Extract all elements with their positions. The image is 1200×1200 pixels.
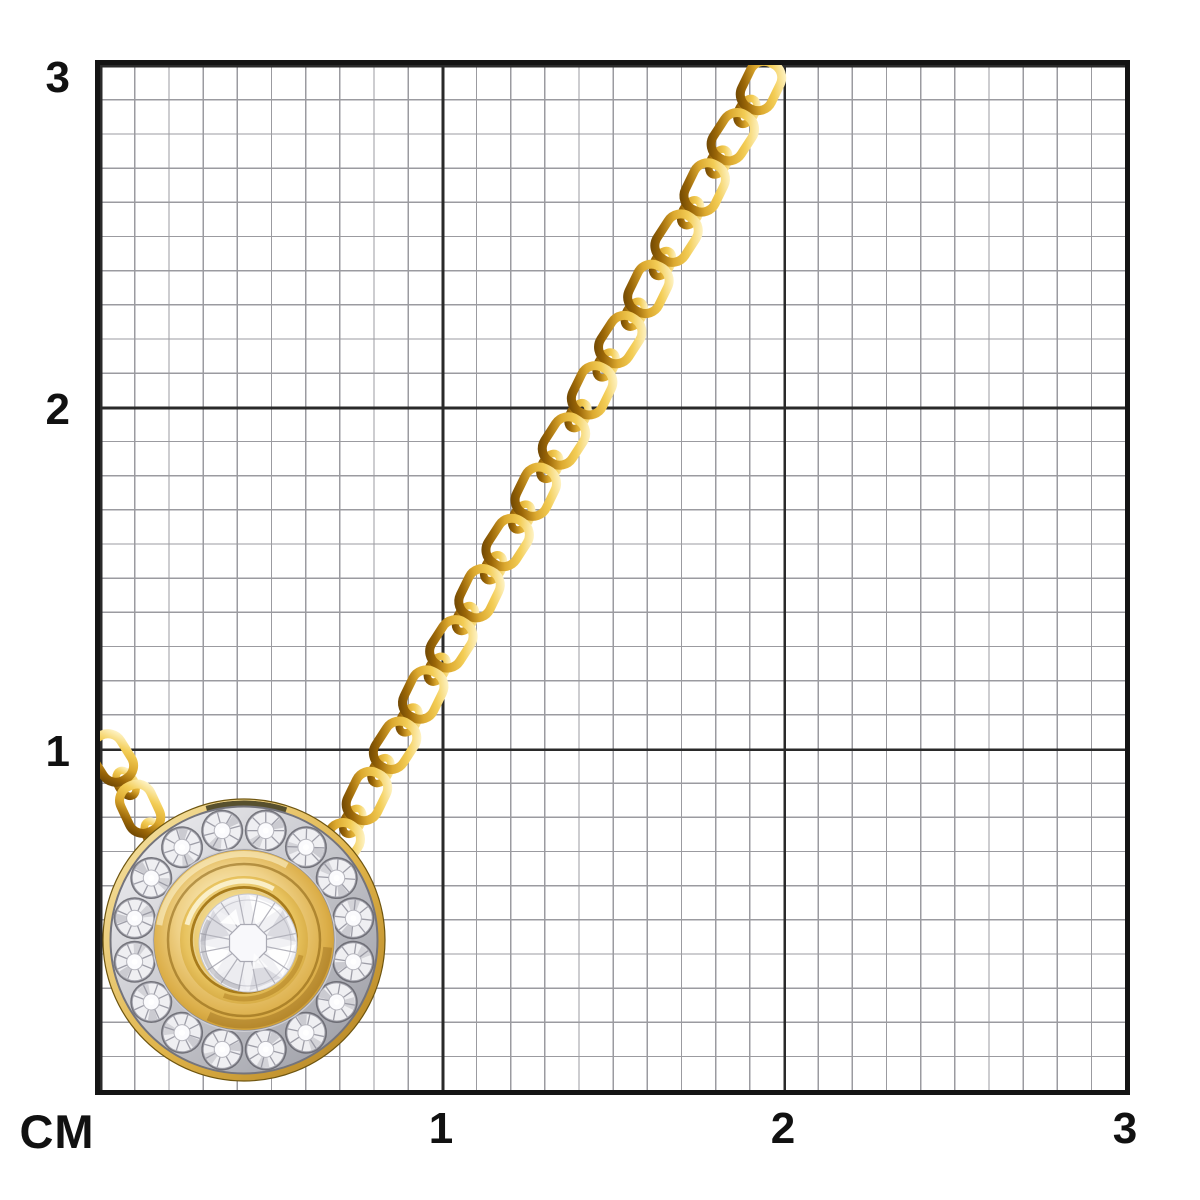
unit-label-cm: CM — [19, 1105, 95, 1158]
x-axis-label-2cm: 2 — [770, 1104, 796, 1153]
y-axis-label-3cm: 3 — [45, 53, 70, 102]
y-axis-label-2cm: 2 — [45, 385, 70, 434]
x-axis-label-1cm: 1 — [428, 1104, 454, 1153]
y-axis-label-1cm: 1 — [45, 727, 70, 776]
x-axis-label-3cm: 3 — [1112, 1104, 1138, 1153]
